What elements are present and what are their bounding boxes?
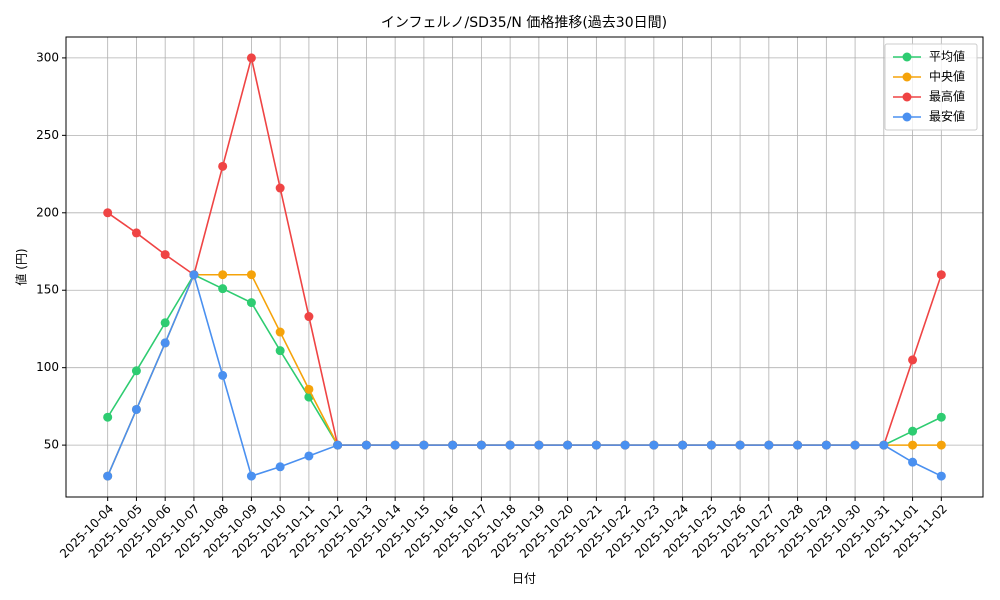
data-point bbox=[275, 327, 285, 337]
data-point bbox=[246, 471, 256, 481]
data-point bbox=[218, 284, 228, 294]
data-point bbox=[304, 451, 314, 461]
data-point bbox=[476, 440, 486, 450]
data-point bbox=[908, 426, 918, 436]
data-point bbox=[793, 440, 803, 450]
legend-marker bbox=[902, 52, 912, 62]
data-point bbox=[879, 440, 889, 450]
data-point bbox=[131, 366, 141, 376]
data-point bbox=[706, 440, 716, 450]
data-point bbox=[160, 318, 170, 328]
data-point bbox=[246, 298, 256, 308]
data-point bbox=[361, 440, 371, 450]
data-point bbox=[275, 183, 285, 193]
data-point bbox=[735, 440, 745, 450]
data-point bbox=[160, 338, 170, 348]
data-point bbox=[246, 270, 256, 280]
legend-label: 平均値 bbox=[929, 49, 965, 64]
y-tick-label: 250 bbox=[36, 128, 59, 142]
data-point bbox=[936, 471, 946, 481]
legend-box bbox=[884, 43, 978, 131]
data-point bbox=[505, 440, 515, 450]
data-point bbox=[333, 440, 343, 450]
data-point bbox=[131, 228, 141, 238]
data-point bbox=[448, 440, 458, 450]
data-point bbox=[563, 440, 573, 450]
legend-marker bbox=[902, 92, 912, 102]
data-point bbox=[390, 440, 400, 450]
y-tick-label: 50 bbox=[44, 438, 59, 452]
data-point bbox=[591, 440, 601, 450]
data-point bbox=[936, 440, 946, 450]
data-point bbox=[936, 270, 946, 280]
data-point bbox=[908, 440, 918, 450]
data-point bbox=[218, 161, 228, 171]
data-point bbox=[649, 440, 659, 450]
data-point bbox=[189, 270, 199, 280]
y-tick-label: 200 bbox=[36, 205, 59, 219]
data-point bbox=[103, 471, 113, 481]
data-point bbox=[764, 440, 774, 450]
data-point bbox=[218, 370, 228, 380]
data-point bbox=[160, 250, 170, 260]
data-point bbox=[275, 346, 285, 356]
x-axis-label: 日付 bbox=[512, 572, 536, 586]
data-point bbox=[131, 404, 141, 414]
y-tick-label: 100 bbox=[36, 360, 59, 374]
series-line bbox=[107, 57, 943, 446]
data-point bbox=[936, 412, 946, 422]
data-point bbox=[304, 312, 314, 322]
data-point bbox=[419, 440, 429, 450]
data-point bbox=[908, 355, 918, 365]
data-point bbox=[275, 462, 285, 472]
series-line bbox=[107, 273, 942, 446]
data-point bbox=[103, 412, 113, 422]
data-point bbox=[678, 440, 688, 450]
y-tick-label: 300 bbox=[36, 50, 59, 64]
data-point bbox=[103, 208, 113, 218]
legend-marker bbox=[902, 72, 912, 82]
data-point bbox=[620, 440, 630, 450]
data-point bbox=[908, 457, 918, 467]
data-point bbox=[246, 53, 256, 63]
legend-label: 最高値 bbox=[929, 89, 965, 104]
legend-marker bbox=[902, 112, 912, 122]
legend-label: 最安値 bbox=[929, 109, 965, 124]
data-point bbox=[218, 270, 228, 280]
y-axis-label: 値 (円) bbox=[14, 248, 29, 285]
data-point bbox=[534, 440, 544, 450]
chart-title: インフェルノ/SD35/N 価格推移(過去30日間) bbox=[381, 15, 667, 31]
data-point bbox=[821, 440, 831, 450]
y-tick-label: 150 bbox=[36, 283, 59, 297]
data-point bbox=[304, 384, 314, 394]
series-line bbox=[106, 272, 942, 478]
data-point bbox=[850, 440, 860, 450]
legend-label: 中央値 bbox=[929, 69, 965, 84]
plot-frame bbox=[65, 36, 984, 498]
